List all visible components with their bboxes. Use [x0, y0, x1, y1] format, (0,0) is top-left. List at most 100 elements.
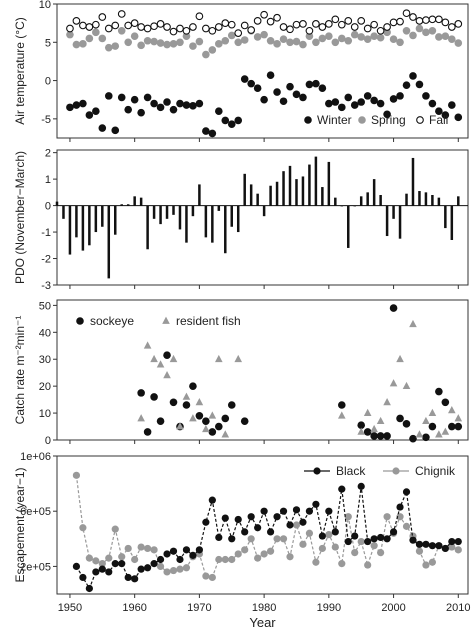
escapement-point-black [305, 507, 314, 515]
escapement-point-black [292, 506, 301, 514]
escapement-point-chignik [402, 522, 411, 530]
temp-point-fall [247, 26, 256, 34]
escapement-point-black [72, 562, 81, 571]
escapement-point-black [441, 544, 449, 553]
escapement-point-chignik [241, 546, 249, 554]
temp-point-winter [227, 120, 236, 129]
temp-point-spring [350, 30, 359, 39]
escapement-point-black [402, 488, 411, 496]
temp-point-winter [163, 98, 171, 106]
catch-point-resident-fish [376, 416, 385, 425]
temp-point-fall [117, 10, 126, 18]
temp-point-spring [299, 40, 307, 49]
catch-point-resident-fish [389, 379, 398, 387]
pdo-bar [101, 205, 104, 227]
catch-point-resident-fish [363, 408, 372, 416]
temp-point-winter [189, 102, 197, 110]
temp-point-winter [176, 99, 184, 108]
catch-point-resident-fish [422, 416, 430, 425]
pdo-bar [405, 193, 408, 206]
catch-point-resident-fish [156, 360, 165, 368]
catch-point-resident-fish [415, 430, 424, 438]
escapement-point-black [325, 507, 333, 515]
catch-point-sockeye [448, 422, 456, 431]
catch-point-resident-fish [208, 411, 217, 419]
temp-point-winter [85, 111, 94, 119]
temp-point-winter [396, 92, 404, 100]
escapement-point-black [144, 564, 152, 572]
temp-point-spring [260, 30, 268, 39]
y-axis-label: Catch rate m⁻²min⁻¹ [13, 316, 27, 425]
temp-point-spring [117, 27, 126, 35]
pdo-bar [165, 205, 169, 219]
temp-point-spring [169, 40, 178, 48]
temp-point-winter [150, 99, 158, 108]
escapement-point-chignik [131, 555, 139, 564]
pdo-bar [126, 204, 130, 206]
escapement-point-chignik [124, 544, 132, 553]
temp-point-winter [72, 101, 81, 109]
catch-point-sockeye [454, 422, 463, 431]
escapement-point-black [396, 503, 404, 511]
temp-point-spring [124, 38, 132, 47]
legend-label-black: Black [336, 464, 366, 478]
escapement-point-black [415, 540, 424, 548]
legend-label-fall: Fall [429, 113, 448, 127]
temp-point-spring [130, 32, 139, 40]
escapement-point-black [286, 521, 294, 529]
temp-point-fall [396, 17, 404, 26]
escapement-point-black [266, 528, 275, 536]
escapement-point-chignik [364, 561, 372, 569]
escapement-point-black [169, 547, 178, 555]
temp-point-spring [370, 32, 378, 40]
pdo-bar [340, 205, 344, 207]
x-tick-label: 2000 [381, 602, 405, 614]
escapement-point-chignik [118, 553, 126, 561]
catch-point-resident-fish [176, 422, 184, 430]
temp-point-spring [396, 38, 404, 47]
escapement-point-chignik [279, 535, 288, 543]
temp-point-fall [389, 18, 398, 27]
y-tick-label: -2 [41, 254, 51, 266]
catch-point-resident-fish [428, 408, 437, 416]
temp-point-spring [312, 38, 320, 47]
escapement-point-chignik [351, 549, 359, 557]
temp-point-spring [182, 32, 191, 40]
temp-point-winter [98, 124, 107, 132]
temp-point-fall [104, 24, 113, 33]
temp-point-winter [221, 116, 230, 125]
panel-2: -3 -2 -1 0 1 2 PDO (November−March) [13, 148, 469, 292]
temp-point-winter [130, 95, 139, 104]
temp-point-spring [448, 35, 456, 44]
catch-point-sockeye [156, 417, 165, 425]
temp-point-fall [182, 26, 191, 35]
temp-point-fall [85, 23, 94, 31]
pdo-bar [385, 205, 389, 237]
pdo-bar [204, 205, 208, 238]
escapement-point-black [351, 532, 359, 540]
temp-point-fall [409, 13, 417, 21]
panel-4: 2e+05 6e+05 1e+06 Escapement (year−1) 1950 19… [13, 451, 471, 630]
catch-point-sockeye [428, 422, 437, 431]
escapement-point-black [189, 551, 197, 559]
pdo-bar [301, 176, 305, 206]
temp-point-winter [137, 108, 145, 117]
y-tick-label: 50 [39, 300, 51, 312]
temp-point-winter [337, 103, 346, 112]
escapement-point-black [105, 568, 113, 576]
temp-point-fall [402, 9, 411, 18]
temp-point-spring [331, 38, 340, 47]
escapement-point-black [247, 513, 255, 521]
pdo-bar [191, 205, 195, 217]
catch-point-sockeye [389, 304, 398, 312]
temp-point-spring [189, 42, 197, 50]
catch-point-sockeye [169, 398, 178, 407]
escapement-point-black [435, 542, 443, 550]
pdo-bar [178, 205, 182, 230]
temp-point-winter [208, 129, 217, 138]
catch-point-resident-fish [221, 430, 230, 438]
temp-point-fall [98, 13, 107, 21]
temp-point-winter [286, 82, 294, 91]
catch-point-sockeye [422, 433, 430, 442]
